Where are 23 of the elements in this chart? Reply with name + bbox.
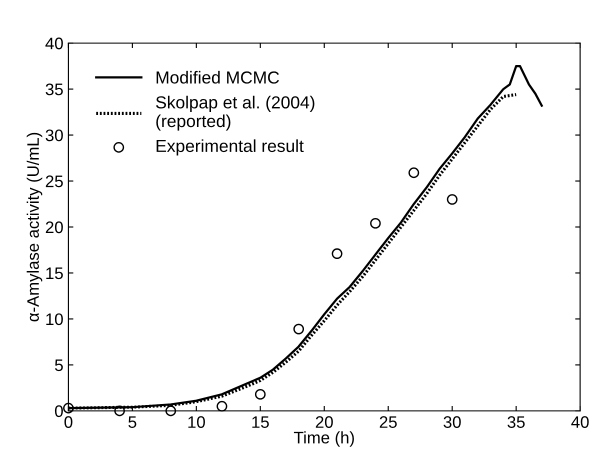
y-tick-label: 40 (45, 38, 63, 50)
y-tick-label: 20 (46, 221, 63, 234)
y-tick-label: 30 (46, 129, 63, 142)
x-tick-label: 35 (508, 416, 525, 428)
legend-label: Skolpap et al. (2004) (reported) (156, 96, 314, 131)
legend-label: Experimental result (156, 139, 304, 156)
y-tick-label: 5 (54, 359, 63, 372)
x-tick-label: 40 (571, 416, 589, 428)
y-tick-label: 25 (46, 175, 63, 188)
x-tick-label: 30 (444, 416, 461, 428)
x-tick-label: 5 (128, 416, 136, 428)
x-axis-title: Time (h) (294, 431, 354, 447)
y-tick-label: 10 (46, 313, 63, 326)
legend-label: Modified MCMC (156, 70, 280, 84)
y-tick-label: 35 (46, 84, 63, 96)
y-tick-label: 0 (54, 405, 63, 418)
x-tick-label: 25 (380, 416, 397, 428)
y-axis-title: α-Amylase activity (U/mL) (26, 132, 42, 322)
x-tick-label: 20 (316, 416, 333, 428)
x-tick-label: 0 (64, 416, 72, 428)
x-tick-label: 15 (252, 416, 269, 428)
x-tick-label: 10 (188, 416, 205, 428)
y-tick-label: 15 (46, 268, 63, 280)
